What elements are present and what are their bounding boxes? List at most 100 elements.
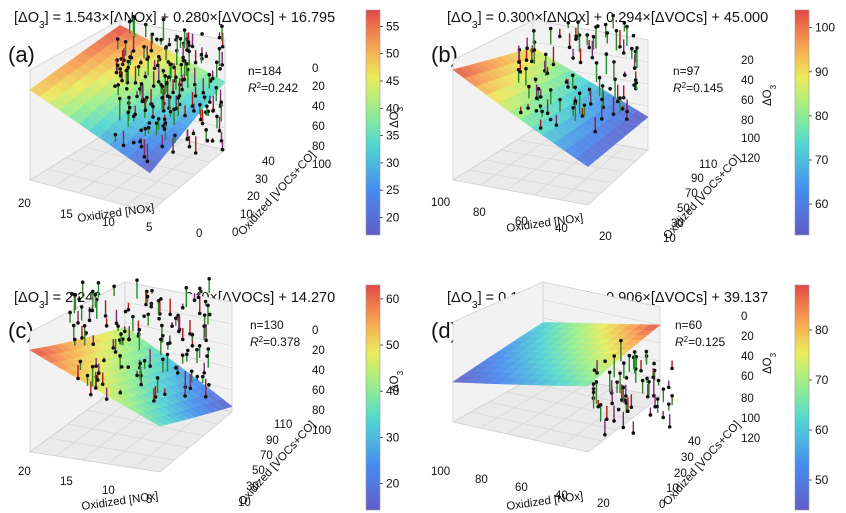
data-point xyxy=(631,33,636,38)
data-point xyxy=(571,56,575,60)
y-tick-label: 50 xyxy=(252,465,265,477)
data-point xyxy=(88,308,93,313)
data-point xyxy=(156,79,161,84)
surface-cell xyxy=(632,110,649,122)
data-point xyxy=(612,419,616,423)
data-point xyxy=(144,302,148,307)
data-point xyxy=(191,131,196,136)
data-point xyxy=(145,57,150,61)
data-point xyxy=(629,405,634,410)
y-tick-label: 10 xyxy=(666,483,679,495)
data-point xyxy=(180,78,185,82)
data-point xyxy=(168,109,173,114)
data-point xyxy=(145,294,150,299)
data-point xyxy=(548,26,553,31)
data-point xyxy=(202,95,207,99)
data-point xyxy=(154,121,159,125)
data-point xyxy=(166,341,170,346)
data-point xyxy=(558,97,562,102)
data-point xyxy=(186,40,191,44)
data-point xyxy=(183,113,187,118)
colorbar-tick-label: 70 xyxy=(815,373,829,387)
data-point xyxy=(193,94,198,98)
data-point xyxy=(155,376,160,380)
data-point xyxy=(171,150,175,154)
data-point xyxy=(144,289,149,294)
r-superscript: 2 xyxy=(682,81,687,90)
data-point xyxy=(90,364,95,369)
colorbar-tick-label: 80 xyxy=(815,109,829,123)
x-tick-label: 60 xyxy=(515,216,528,228)
data-point xyxy=(645,394,650,399)
y-tick-label: 20 xyxy=(247,191,260,203)
floor-gridline xyxy=(101,139,184,200)
data-point xyxy=(610,401,614,406)
data-point xyxy=(618,371,622,376)
colorbar-tick-label: 40 xyxy=(386,384,400,398)
data-point xyxy=(152,399,156,403)
data-point xyxy=(203,299,208,304)
z-label-sub: 3 xyxy=(769,84,778,89)
data-point xyxy=(655,397,660,401)
data-point xyxy=(138,139,142,144)
data-point xyxy=(661,387,666,391)
data-point xyxy=(196,295,201,300)
z-tick-label: 80 xyxy=(741,115,754,127)
data-point xyxy=(192,82,197,87)
data-point xyxy=(630,46,634,51)
data-point xyxy=(89,392,93,397)
x-tick-label: 20 xyxy=(18,466,31,478)
data-point xyxy=(71,323,76,328)
title-lhs-sub: 3 xyxy=(472,20,478,31)
data-point xyxy=(670,393,674,398)
data-point xyxy=(592,368,597,372)
r-superscript: 2 xyxy=(259,335,264,344)
data-point xyxy=(625,24,629,29)
data-point xyxy=(180,353,185,357)
data-point xyxy=(573,99,578,103)
data-point xyxy=(133,81,138,85)
data-point xyxy=(181,58,186,63)
data-point xyxy=(112,284,116,289)
data-point xyxy=(567,45,572,50)
data-point xyxy=(180,337,185,342)
data-point xyxy=(624,394,628,398)
data-point xyxy=(197,311,202,316)
data-point xyxy=(210,139,215,143)
data-point xyxy=(219,100,224,105)
data-point xyxy=(536,86,541,91)
floor-gridline xyxy=(47,168,166,200)
colorbar xyxy=(794,9,810,236)
r-squared: R2=0.242 xyxy=(248,81,298,96)
title-lhs: [ΔO xyxy=(14,290,39,306)
data-point xyxy=(518,110,523,115)
data-point xyxy=(526,106,530,110)
data-point xyxy=(135,94,139,99)
r-squared: R2=0.125 xyxy=(675,335,725,350)
z-tick-label: 60 xyxy=(741,371,754,383)
colorbar-tick-label: 60 xyxy=(815,197,829,211)
data-point xyxy=(102,358,106,363)
floor-gridline xyxy=(65,157,181,188)
data-point xyxy=(577,91,582,96)
x-tick-label: 20 xyxy=(18,198,31,210)
title-lhs-sub: 3 xyxy=(39,20,45,31)
data-point xyxy=(126,337,131,342)
data-point xyxy=(179,62,184,67)
data-point xyxy=(639,368,643,373)
y-tick-label: 40 xyxy=(688,436,701,448)
data-point xyxy=(205,138,210,143)
data-point xyxy=(149,304,154,309)
colorbar-tick-label: 50 xyxy=(386,338,400,352)
r-squared-value: =0.145 xyxy=(686,81,723,95)
title-lhs: [ΔO xyxy=(447,10,472,26)
surface-cell xyxy=(643,324,661,331)
data-point xyxy=(543,52,548,57)
data-point xyxy=(114,321,119,326)
z-tick-label: 80 xyxy=(741,393,754,405)
y-tick-label: 30 xyxy=(255,174,268,186)
data-point xyxy=(580,114,585,118)
data-point xyxy=(168,312,172,317)
colorbar-tick-label: 20 xyxy=(386,210,400,224)
data-point xyxy=(150,32,155,37)
